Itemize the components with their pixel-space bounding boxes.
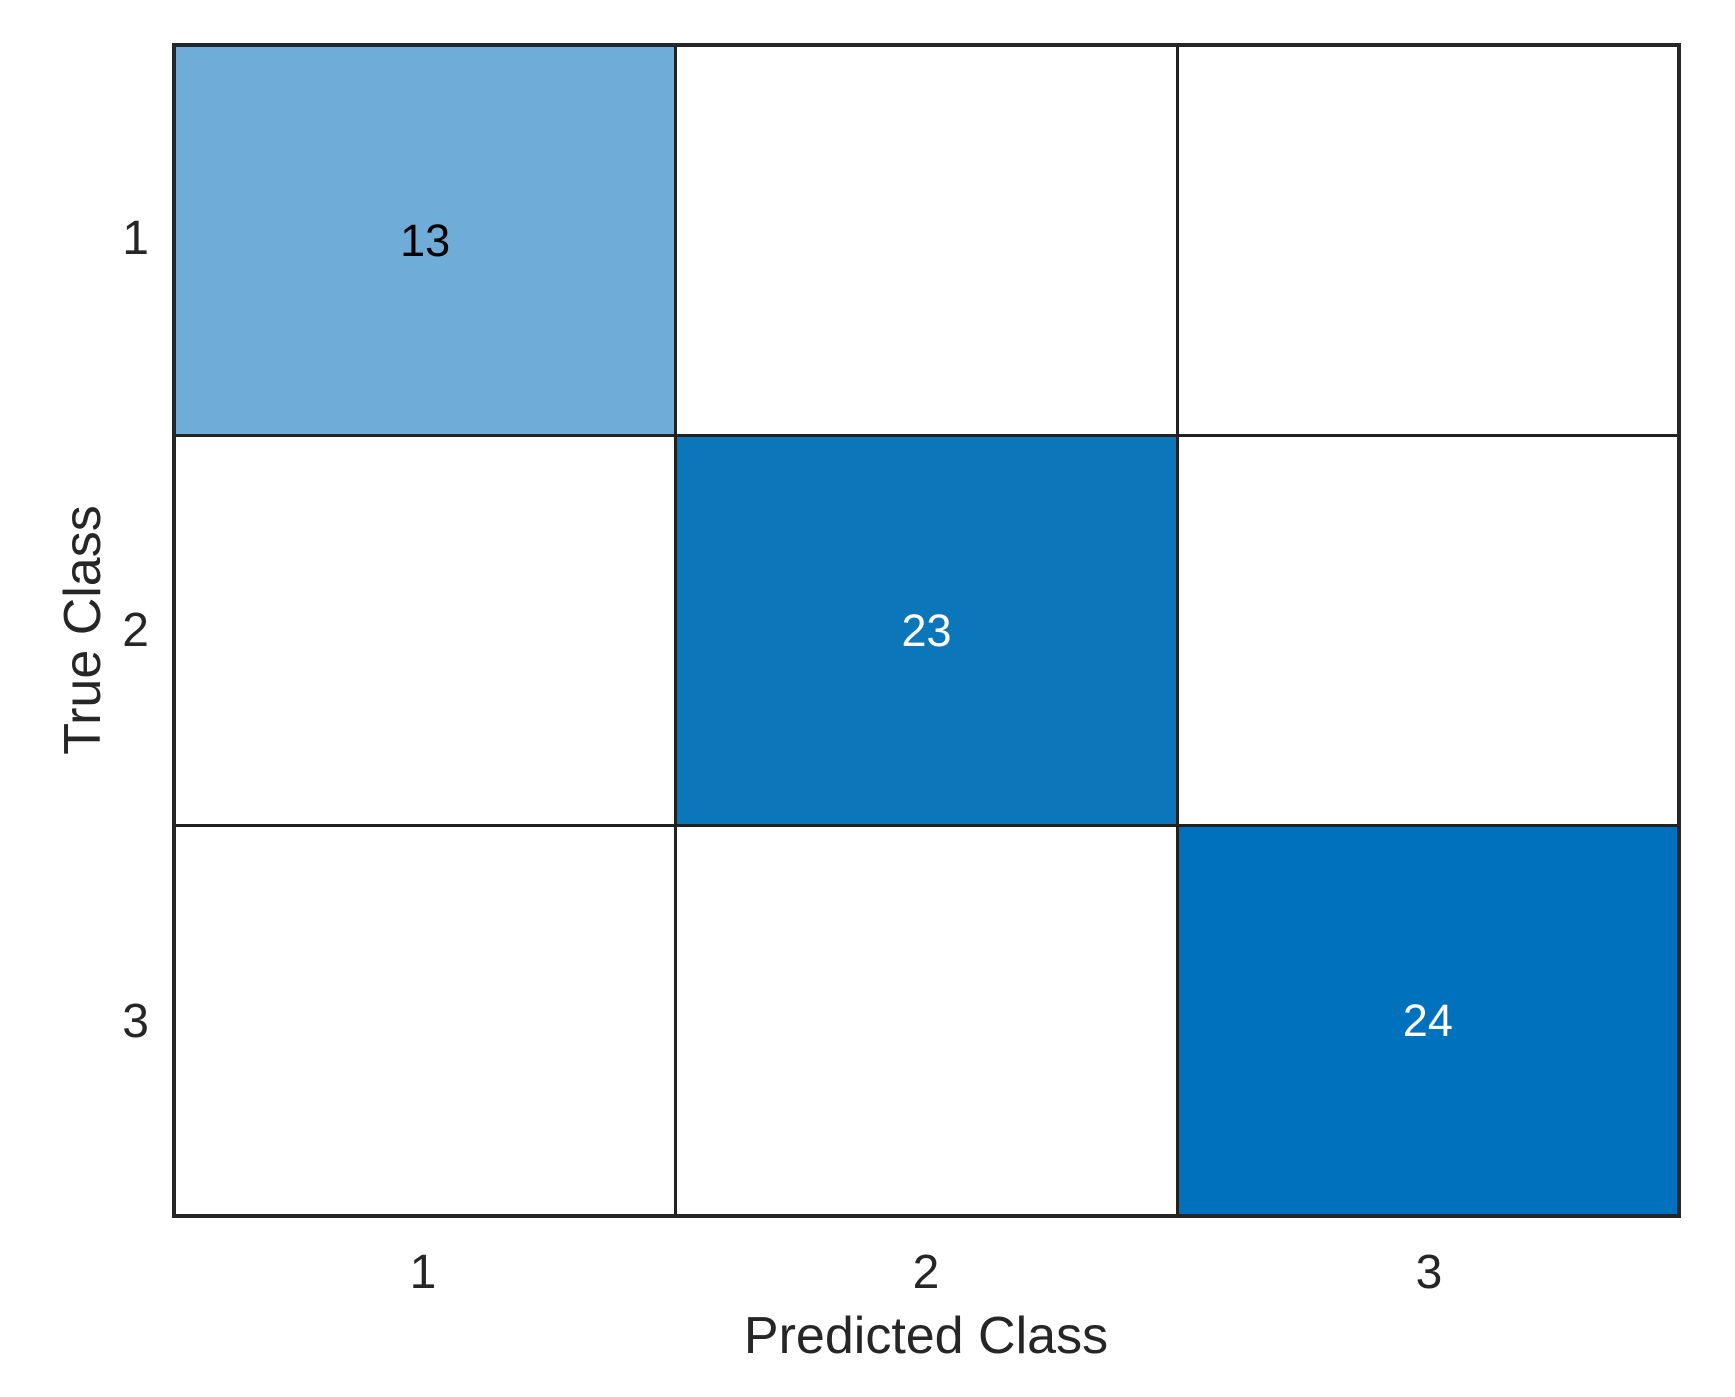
matrix-cell-r2c1 [176, 437, 675, 824]
cell-value: 24 [1402, 995, 1453, 1046]
y-tick-1: 1 [122, 212, 149, 265]
matrix-cell-r3c2 [677, 827, 1176, 1214]
cell-value: 13 [400, 215, 451, 266]
matrix-cell-r2c3 [1178, 437, 1677, 824]
y-axis-label: True Class [54, 505, 112, 755]
matrix-cell-r1c3 [1178, 47, 1677, 434]
matrix-cell-r3c3: 24 [1178, 827, 1677, 1214]
y-tick-3: 3 [122, 995, 149, 1048]
cell-value: 23 [901, 605, 952, 656]
matrix-cell-r3c1 [176, 827, 675, 1214]
x-tick-3: 3 [1415, 1246, 1443, 1299]
x-axis-label: Predicted Class [743, 1307, 1109, 1365]
matrix-cell-r2c2: 23 [677, 437, 1176, 824]
matrix-cell-r1c1: 13 [176, 47, 675, 434]
x-tick-1: 1 [409, 1246, 437, 1299]
confusion-matrix-grid: 13 23 24 [172, 43, 1681, 1218]
matrix-cell-r1c2 [677, 47, 1176, 434]
x-tick-2: 2 [912, 1246, 940, 1299]
y-tick-2: 2 [122, 604, 149, 657]
